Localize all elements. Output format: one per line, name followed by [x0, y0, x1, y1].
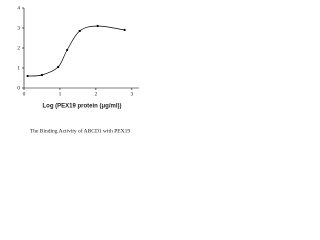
y-tick-label: 1 — [17, 65, 20, 71]
data-point — [66, 48, 69, 52]
chart: Log (PEX19 protein (μg/ml)) The Binding … — [17, 5, 139, 134]
x-tick-label: 3 — [130, 91, 133, 97]
curve — [27, 25, 125, 77]
y-tick-label: 2 — [17, 45, 20, 51]
caption: The Binding Activity of ABCD1 with PEX19 — [30, 127, 130, 134]
data-point — [57, 65, 60, 69]
y-tick-label: 4 — [17, 5, 20, 11]
data-point — [40, 73, 44, 77]
data-point — [123, 28, 126, 32]
data-point — [26, 74, 29, 78]
data-point — [96, 24, 99, 28]
x-axis-label: Log (PEX19 protein (μg/ml)) — [42, 104, 121, 110]
data-point — [78, 29, 81, 33]
y-tick-label: 0 — [17, 85, 20, 91]
x-tick-label: 0 — [23, 91, 26, 97]
x-tick-label: 1 — [59, 91, 62, 97]
y-tick-label: 3 — [17, 25, 20, 31]
x-tick-label: 2 — [95, 91, 98, 97]
